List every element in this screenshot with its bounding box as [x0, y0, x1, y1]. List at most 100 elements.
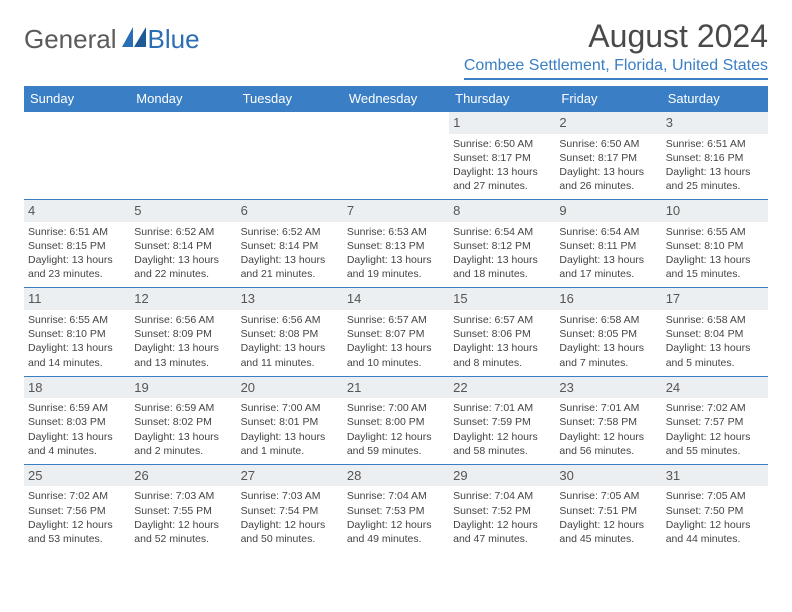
day-sunrise: Sunrise: 7:00 AM: [347, 401, 445, 415]
day-sunrise: Sunrise: 6:54 AM: [453, 225, 551, 239]
day-cell: 1Sunrise: 6:50 AMSunset: 8:17 PMDaylight…: [449, 112, 555, 200]
day-sunrise: Sunrise: 6:51 AM: [666, 137, 764, 151]
day-cell: 18Sunrise: 6:59 AMSunset: 8:03 PMDayligh…: [24, 376, 130, 464]
day-day2: and 19 minutes.: [347, 267, 445, 281]
day-cell: 26Sunrise: 7:03 AMSunset: 7:55 PMDayligh…: [130, 464, 236, 552]
day-day2: and 22 minutes.: [134, 267, 232, 281]
day-cell: 28Sunrise: 7:04 AMSunset: 7:53 PMDayligh…: [343, 464, 449, 552]
calendar-table: SundayMondayTuesdayWednesdayThursdayFrid…: [24, 86, 768, 552]
day-sunset: Sunset: 8:00 PM: [347, 415, 445, 429]
day-day1: Daylight: 13 hours: [28, 430, 126, 444]
day-cell: 12Sunrise: 6:56 AMSunset: 8:09 PMDayligh…: [130, 288, 236, 376]
day-sunrise: Sunrise: 6:58 AM: [559, 313, 657, 327]
day-day2: and 4 minutes.: [28, 444, 126, 458]
day-day1: Daylight: 12 hours: [559, 430, 657, 444]
day-day1: Daylight: 13 hours: [28, 341, 126, 355]
day-day2: and 59 minutes.: [347, 444, 445, 458]
location-subtitle: Combee Settlement, Florida, United State…: [464, 57, 768, 80]
day-day2: and 55 minutes.: [666, 444, 764, 458]
week-row: 25Sunrise: 7:02 AMSunset: 7:56 PMDayligh…: [24, 464, 768, 552]
day-day2: and 2 minutes.: [134, 444, 232, 458]
day-cell: 31Sunrise: 7:05 AMSunset: 7:50 PMDayligh…: [662, 464, 768, 552]
day-number: 10: [662, 200, 768, 222]
day-sunrise: Sunrise: 6:56 AM: [134, 313, 232, 327]
day-sunrise: Sunrise: 6:55 AM: [28, 313, 126, 327]
day-day2: and 5 minutes.: [666, 356, 764, 370]
day-sunset: Sunset: 8:14 PM: [241, 239, 339, 253]
week-row: 11Sunrise: 6:55 AMSunset: 8:10 PMDayligh…: [24, 288, 768, 376]
day-cell: [343, 112, 449, 200]
day-number: 13: [237, 288, 343, 310]
day-sunrise: Sunrise: 6:51 AM: [28, 225, 126, 239]
day-cell: 24Sunrise: 7:02 AMSunset: 7:57 PMDayligh…: [662, 376, 768, 464]
day-cell: 23Sunrise: 7:01 AMSunset: 7:58 PMDayligh…: [555, 376, 661, 464]
week-row: 4Sunrise: 6:51 AMSunset: 8:15 PMDaylight…: [24, 200, 768, 288]
day-day1: Daylight: 12 hours: [347, 518, 445, 532]
day-day2: and 23 minutes.: [28, 267, 126, 281]
day-day1: Daylight: 13 hours: [241, 341, 339, 355]
day-number: 3: [662, 112, 768, 134]
day-sunset: Sunset: 7:56 PM: [28, 504, 126, 518]
day-number: 1: [449, 112, 555, 134]
day-sunset: Sunset: 7:53 PM: [347, 504, 445, 518]
day-number: 11: [24, 288, 130, 310]
day-day2: and 49 minutes.: [347, 532, 445, 546]
day-sunrise: Sunrise: 6:57 AM: [453, 313, 551, 327]
day-cell: [237, 112, 343, 200]
day-day2: and 10 minutes.: [347, 356, 445, 370]
day-cell: 10Sunrise: 6:55 AMSunset: 8:10 PMDayligh…: [662, 200, 768, 288]
day-day2: and 52 minutes.: [134, 532, 232, 546]
day-day1: Daylight: 12 hours: [666, 518, 764, 532]
dow-cell: Tuesday: [237, 86, 343, 112]
day-number: 7: [343, 200, 449, 222]
day-sunset: Sunset: 8:16 PM: [666, 151, 764, 165]
day-cell: 3 Sunrise: 6:51 AMSunset: 8:16 PMDaylight…: [662, 112, 768, 200]
brand-part1: General: [24, 24, 117, 55]
brand-triangle-icon: [122, 27, 146, 52]
day-day2: and 1 minute.: [241, 444, 339, 458]
day-sunset: Sunset: 7:55 PM: [134, 504, 232, 518]
week-row: 1Sunrise: 6:50 AMSunset: 8:17 PMDaylight…: [24, 112, 768, 200]
dow-cell: Monday: [130, 86, 236, 112]
day-day1: Daylight: 12 hours: [559, 518, 657, 532]
day-day1: Daylight: 12 hours: [453, 430, 551, 444]
day-cell: 14Sunrise: 6:57 AMSunset: 8:07 PMDayligh…: [343, 288, 449, 376]
day-sunrise: Sunrise: 7:03 AM: [241, 489, 339, 503]
day-number: 20: [237, 377, 343, 399]
calendar-body: 1Sunrise: 6:50 AMSunset: 8:17 PMDaylight…: [24, 112, 768, 553]
day-sunrise: Sunrise: 7:01 AM: [559, 401, 657, 415]
day-day2: and 45 minutes.: [559, 532, 657, 546]
day-day2: and 11 minutes.: [241, 356, 339, 370]
day-day1: Daylight: 13 hours: [559, 253, 657, 267]
day-cell: 9Sunrise: 6:54 AMSunset: 8:11 PMDaylight…: [555, 200, 661, 288]
day-number: 14: [343, 288, 449, 310]
day-day2: and 18 minutes.: [453, 267, 551, 281]
day-sunset: Sunset: 8:02 PM: [134, 415, 232, 429]
day-day1: Daylight: 12 hours: [28, 518, 126, 532]
day-sunset: Sunset: 8:15 PM: [28, 239, 126, 253]
day-cell: 8Sunrise: 6:54 AMSunset: 8:12 PMDaylight…: [449, 200, 555, 288]
day-day2: and 17 minutes.: [559, 267, 657, 281]
day-day1: Daylight: 12 hours: [453, 518, 551, 532]
day-day1: Daylight: 13 hours: [241, 253, 339, 267]
day-day1: Daylight: 13 hours: [666, 165, 764, 179]
day-day1: Daylight: 13 hours: [666, 341, 764, 355]
day-day1: Daylight: 13 hours: [134, 341, 232, 355]
page-header: General Blue August 2024 Combee Settleme…: [24, 18, 768, 80]
day-sunrise: Sunrise: 6:58 AM: [666, 313, 764, 327]
day-sunset: Sunset: 7:50 PM: [666, 504, 764, 518]
day-sunset: Sunset: 8:01 PM: [241, 415, 339, 429]
day-sunrise: Sunrise: 7:01 AM: [453, 401, 551, 415]
brand-part2: Blue: [148, 24, 200, 55]
day-cell: 22Sunrise: 7:01 AMSunset: 7:59 PMDayligh…: [449, 376, 555, 464]
day-cell: [130, 112, 236, 200]
day-day1: Daylight: 13 hours: [559, 165, 657, 179]
day-sunrise: Sunrise: 6:56 AM: [241, 313, 339, 327]
day-cell: [24, 112, 130, 200]
day-day1: Daylight: 13 hours: [28, 253, 126, 267]
day-day1: Daylight: 13 hours: [666, 253, 764, 267]
day-sunrise: Sunrise: 6:53 AM: [347, 225, 445, 239]
week-row: 18Sunrise: 6:59 AMSunset: 8:03 PMDayligh…: [24, 376, 768, 464]
day-cell: 4Sunrise: 6:51 AMSunset: 8:15 PMDaylight…: [24, 200, 130, 288]
day-of-week-row: SundayMondayTuesdayWednesdayThursdayFrid…: [24, 86, 768, 112]
